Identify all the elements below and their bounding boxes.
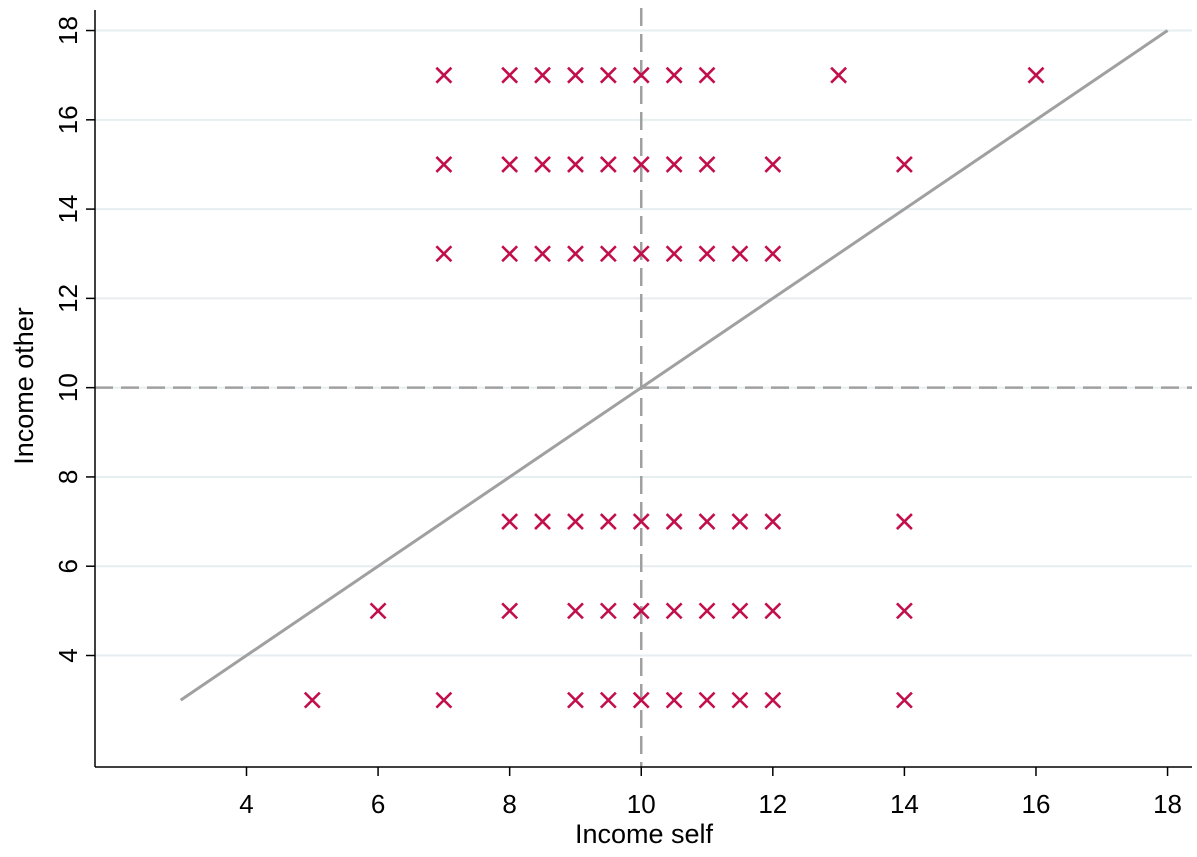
scatter-point (665, 66, 683, 84)
x-tick-label-18: 18 (1153, 789, 1182, 819)
reference-lines (95, 8, 1192, 767)
scatter-point (632, 513, 650, 530)
scatter-point (435, 691, 453, 709)
scatter-point (895, 513, 913, 530)
scatter-point (599, 156, 617, 173)
y-tick-label-16: 16 (53, 105, 83, 134)
y-tick-label-6: 6 (53, 559, 83, 573)
scatter-point (501, 245, 519, 263)
scatter-point (731, 245, 749, 263)
scatter-point (534, 66, 551, 84)
y-tick-label-12: 12 (53, 284, 83, 313)
x-tick-label-8: 8 (502, 789, 516, 819)
scatter-point (567, 66, 584, 84)
scatter-point (435, 156, 453, 173)
x-tick-label-10: 10 (627, 789, 656, 819)
y-tick-label-18: 18 (53, 16, 83, 45)
scatter-point (369, 602, 387, 620)
scatter-point (567, 602, 584, 620)
x-tick-label-14: 14 (890, 789, 919, 819)
scatter-point (764, 513, 782, 530)
scatter-point (698, 602, 716, 620)
scatter-point (665, 156, 683, 173)
x-tick-label-6: 6 (371, 789, 385, 819)
scatter-point (764, 602, 782, 620)
scatter-point (731, 513, 749, 530)
scatter-point (632, 245, 650, 263)
scatter-point (665, 602, 683, 620)
y-tick-label-8: 8 (53, 470, 83, 484)
scatter-point (599, 513, 617, 530)
scatter-point (501, 66, 519, 84)
x-axis-title: Income self (575, 819, 714, 849)
scatter-point (764, 245, 782, 263)
scatter-point (698, 691, 716, 709)
scatter-point (303, 691, 321, 709)
scatter-point (698, 245, 716, 263)
axes: 4 6 8 10 12 14 16 18 4 6 8 10 12 14 16 18 (53, 10, 1192, 819)
scatter-point (731, 691, 749, 709)
scatter-point (567, 245, 584, 263)
scatter-point (435, 245, 453, 263)
scatter-point (435, 66, 453, 84)
scatter-point (567, 513, 584, 530)
scatter-point (632, 691, 650, 709)
scatter-points (303, 66, 1045, 709)
scatter-point (632, 156, 650, 173)
scatter-point (830, 66, 848, 84)
x-tick-label-16: 16 (1022, 789, 1051, 819)
scatter-point (501, 513, 519, 530)
scatter-point (764, 156, 782, 173)
scatter-point (1027, 66, 1045, 84)
scatter-point (567, 691, 584, 709)
scatter-point (501, 156, 519, 173)
scatter-point (534, 156, 551, 173)
scatter-point (632, 602, 650, 620)
scatter-point (895, 691, 913, 709)
scatter-point (698, 156, 716, 173)
scatter-point (895, 602, 913, 620)
diagonal-line (179, 29, 1169, 702)
scatter-point (599, 245, 617, 263)
scatter-point (665, 691, 683, 709)
scatter-point (501, 602, 519, 620)
scatter-point (599, 691, 617, 709)
scatter-point (731, 602, 749, 620)
scatter-point (534, 245, 551, 263)
scatter-point (632, 66, 650, 84)
y-tick-label-4: 4 (53, 648, 83, 662)
x-tick-label-12: 12 (758, 789, 787, 819)
scatter-point (764, 691, 782, 709)
y-tick-label-14: 14 (53, 195, 83, 224)
y-tick-label-10: 10 (53, 373, 83, 402)
scatter-point (895, 156, 913, 173)
scatter-point (599, 66, 617, 84)
scatter-point (567, 156, 584, 173)
scatter-point (698, 66, 716, 84)
scatter-point (599, 602, 617, 620)
x-tick-label-4: 4 (239, 789, 253, 819)
scatter-point (665, 513, 683, 530)
scatter-point (665, 245, 683, 263)
scatter-point (698, 513, 716, 530)
scatter-point (534, 513, 551, 530)
y-axis-title: Income other (9, 307, 39, 465)
